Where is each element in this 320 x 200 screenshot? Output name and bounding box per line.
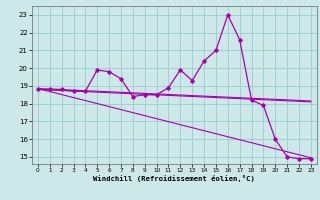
X-axis label: Windchill (Refroidissement éolien,°C): Windchill (Refroidissement éolien,°C) — [93, 175, 255, 182]
